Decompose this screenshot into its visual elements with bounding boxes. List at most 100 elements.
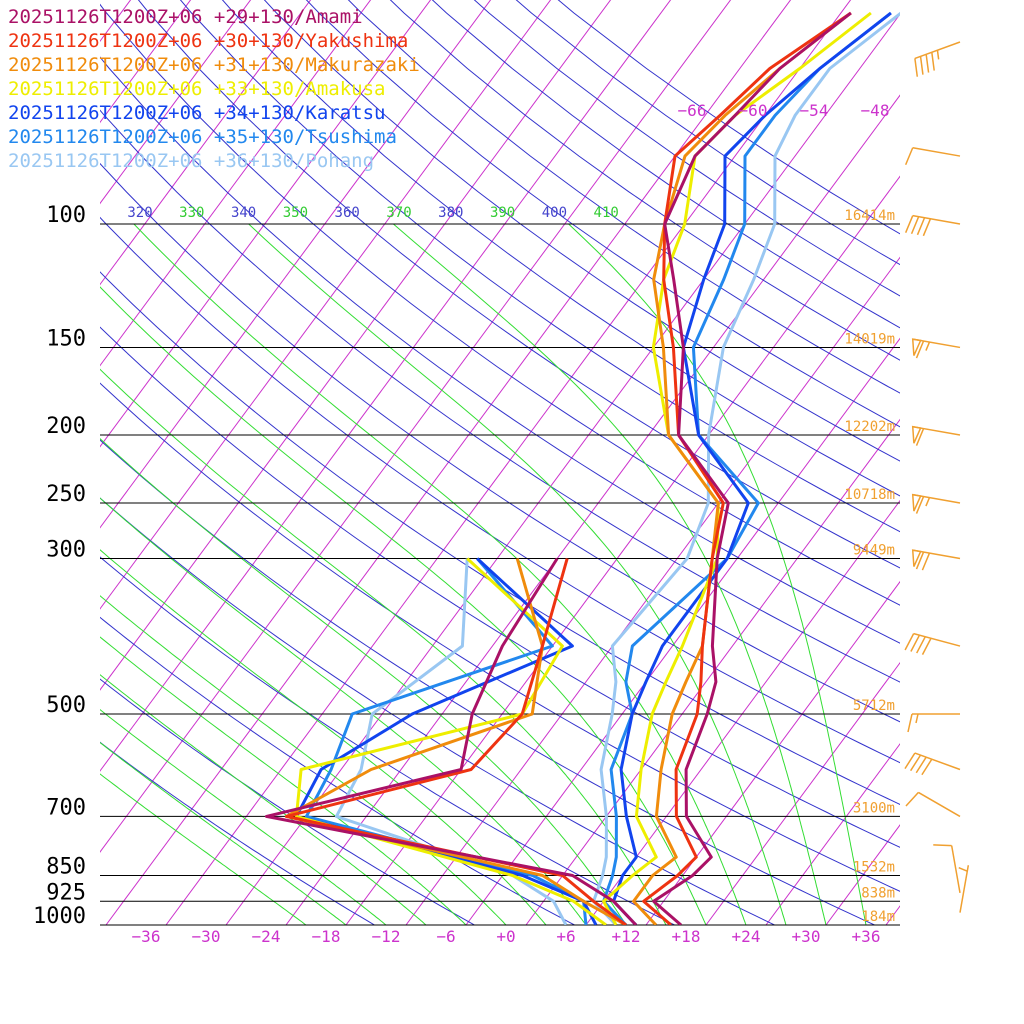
dewpoint-trace (284, 558, 627, 925)
x-tick-label: −36 (132, 927, 161, 946)
pressure-label: 100 (46, 203, 86, 228)
temperature-trace (612, 11, 892, 925)
theta-label: 330 (179, 205, 204, 221)
wind-barb-full (914, 58, 919, 77)
wind-barb-half (936, 50, 940, 60)
isobars (100, 223, 900, 926)
dry-adiabat-line (100, 616, 575, 925)
wind-barb-staff (913, 632, 961, 647)
isotherm-top-label: −60 (739, 101, 768, 120)
pressure-label: 1000 (33, 904, 86, 929)
dry-adiabat-line (100, 678, 475, 925)
isotherm-line (100, 0, 192, 124)
height-label: 16414m (844, 208, 895, 224)
wind-barb-half (958, 866, 968, 872)
theta-label: 380 (438, 205, 463, 221)
height-label: 12202m (844, 419, 895, 435)
wind-barb-full (915, 551, 925, 570)
wind-barb (904, 752, 961, 776)
x-tick-label: +24 (732, 927, 761, 946)
pressure-label: 700 (46, 795, 86, 820)
isotherm-line (100, 0, 252, 205)
legend-entry: 20251126T1200Z+06 +34+130/Karatsu (8, 102, 386, 124)
temperature-trace (602, 11, 872, 925)
pressure-label: 200 (46, 414, 86, 439)
wind-barb-full (915, 340, 925, 359)
temperature-trace (592, 11, 900, 925)
wind-barb-full (910, 216, 920, 235)
wind-barb-full (909, 754, 922, 772)
wind-barb-full (925, 54, 930, 73)
wind-barb (904, 632, 961, 655)
isotherm-line (100, 0, 372, 367)
isotherm-line (405, 256, 900, 925)
theta-label: 320 (127, 205, 152, 221)
height-label: 3100m (853, 800, 895, 816)
wind-barb-full (921, 552, 931, 571)
isotherm-line (705, 661, 900, 925)
wind-barb-staff (914, 752, 961, 771)
wind-barb-full (933, 844, 952, 847)
wind-barb (907, 713, 960, 733)
x-tick-label: −12 (372, 927, 401, 946)
x-tick-label: +6 (556, 927, 575, 946)
wind-barb-full (921, 758, 933, 776)
x-tick-label: −6 (436, 927, 455, 946)
wind-barb-full (931, 52, 935, 71)
height-label: 9449m (853, 542, 895, 558)
legend: 20251126T1200Z+06 +29+130/Amami 20251126T… (8, 5, 420, 173)
wind-barb-half (925, 497, 931, 507)
x-tick-label: −18 (312, 927, 341, 946)
dry-adiabat-line (100, 741, 375, 925)
dewpoint-trace (264, 557, 638, 925)
theta-label: 410 (594, 205, 619, 221)
pressure-label: 850 (46, 855, 86, 880)
x-tick-label: +36 (852, 927, 881, 946)
dry-adiabat-line (515, 0, 900, 266)
wind-barb (911, 493, 961, 514)
wind-barb-full (916, 636, 926, 654)
legend-entry: 20251126T1200Z+06 +29+130/Amami (8, 6, 363, 28)
wind-barb-staff (912, 146, 961, 157)
wind-barb (904, 214, 961, 237)
x-tick-label: +18 (672, 927, 701, 946)
moist-adiabat-line (393, 223, 827, 925)
moist-adiabat-line (133, 223, 747, 925)
wind-barb-flag (911, 493, 922, 512)
dry-adiabat-line (100, 497, 775, 925)
legend-entry: 20251126T1200Z+06 +31+130/Makurazaki (8, 54, 420, 76)
isotherm-top-label: −48 (861, 101, 890, 120)
wind-barb-full (910, 634, 921, 652)
temperature-trace (632, 11, 852, 925)
wind-barb-full (904, 633, 915, 651)
height-label: 5712m (853, 698, 895, 714)
wind-barb (914, 41, 961, 77)
wind-barb-full (919, 56, 924, 75)
legend-entry: 20251126T1200Z+06 +33+130/Amakusa (8, 78, 386, 100)
wind-barb-full (904, 215, 914, 233)
pressure-label: 250 (46, 482, 86, 507)
wind-barb (905, 791, 961, 818)
wind-barb-full (904, 147, 914, 166)
isotherm-top-label: −54 (800, 101, 829, 120)
theta-label: 390 (490, 205, 515, 221)
height-label: 1532m (853, 860, 895, 876)
moist-adiabat-line (100, 368, 667, 925)
pressure-label: 300 (46, 537, 86, 562)
wind-barb (958, 865, 970, 913)
dewpoint-trace (294, 557, 598, 925)
pressure-label: 925 (46, 880, 86, 905)
wind-barb (933, 844, 961, 894)
theta-label: 370 (386, 205, 411, 221)
wind-barb-full (915, 428, 925, 446)
wind-barb-full (922, 218, 932, 237)
theta-label: 340 (231, 205, 256, 221)
wind-barb-flag (911, 549, 922, 567)
isotherm-line (825, 824, 900, 925)
theta-label: 350 (283, 205, 308, 221)
wind-barb-staff (918, 791, 961, 818)
wind-barbs (904, 41, 970, 913)
isotherm-line (765, 743, 900, 925)
